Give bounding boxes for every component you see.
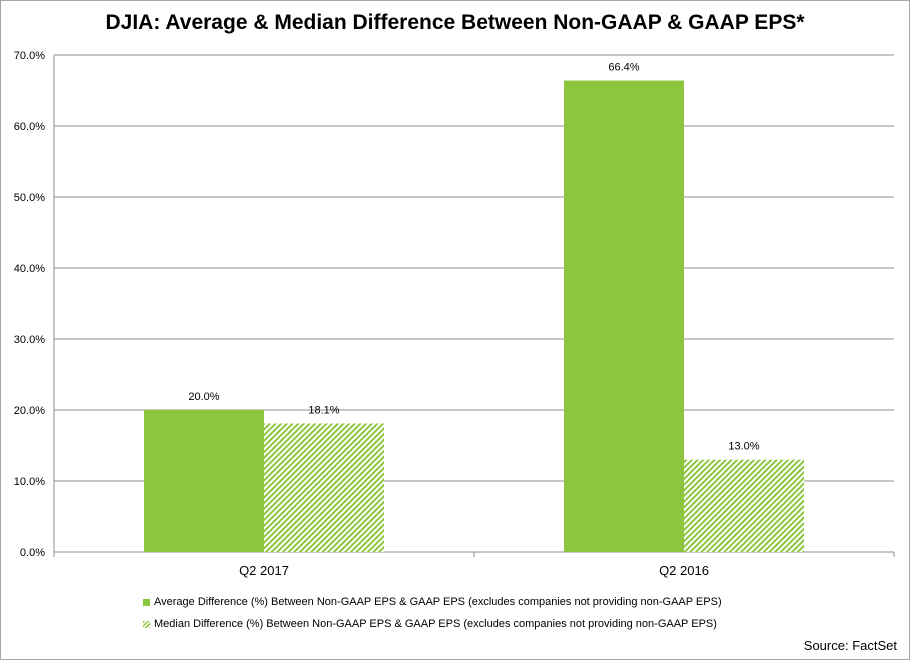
legend-swatch-hatched	[143, 620, 150, 628]
legend-item-average: Average Difference (%) Between Non-GAAP …	[143, 591, 722, 613]
data-label: 66.4%	[608, 62, 639, 74]
chart-plot: 0.0% 10.0% 20.0% 30.0% 40.0% 50.0% 60.0% 70.0% 2…	[14, 50, 895, 578]
source-note: Source: FactSet	[803, 638, 897, 653]
y-tick-label: 50.0%	[14, 192, 45, 204]
y-tick-label: 60.0%	[14, 121, 45, 133]
legend-label-median: Median Difference (%) Between Non-GAAP E…	[154, 618, 717, 630]
y-tick-label: 0.0%	[20, 547, 45, 559]
y-tick-label: 70.0%	[14, 50, 45, 62]
legend-swatch-solid	[143, 598, 150, 606]
data-label: 18.1%	[308, 404, 339, 416]
data-label: 13.0%	[728, 441, 759, 453]
bar-average	[564, 80, 684, 552]
bar-average	[144, 410, 264, 552]
y-tick-label: 10.0%	[14, 476, 45, 488]
legend-label-average: Average Difference (%) Between Non-GAAP …	[154, 596, 722, 608]
x-tick-label: Q2 2016	[659, 563, 709, 578]
y-tick-label: 40.0%	[14, 263, 45, 275]
bar-median	[684, 459, 804, 552]
x-tick-label: Q2 2017	[239, 563, 289, 578]
bar-median	[264, 423, 384, 552]
data-label: 20.0%	[188, 391, 219, 403]
y-tick-label: 30.0%	[14, 334, 45, 346]
legend: Average Difference (%) Between Non-GAAP …	[143, 591, 722, 635]
y-tick-label: 20.0%	[14, 405, 45, 417]
chart-title: DJIA: Average & Median Difference Betwee…	[105, 11, 805, 34]
legend-item-median: Median Difference (%) Between Non-GAAP E…	[143, 613, 722, 635]
